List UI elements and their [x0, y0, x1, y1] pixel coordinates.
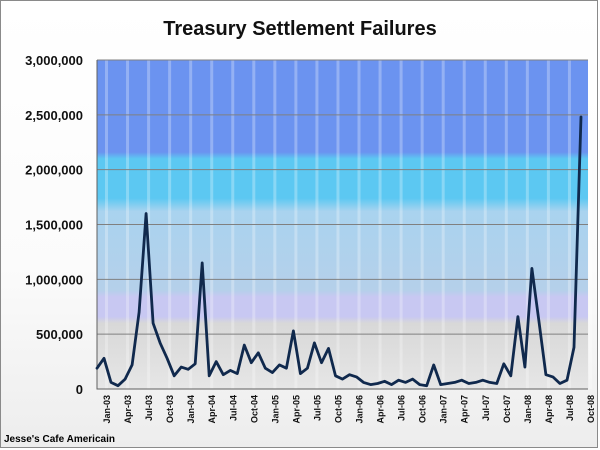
x-tick-label: Oct-04 — [249, 395, 259, 423]
y-axis: 0 500,000 1,000,000 1,500,000 2,000,000 2,500… — [25, 53, 83, 397]
series-line — [95, 115, 583, 388]
x-tick-label: Jan-05 — [270, 395, 280, 424]
x-tick-label: Oct-07 — [502, 395, 512, 423]
y-tick-label: 0 — [76, 382, 83, 397]
x-tick-label: Apr-08 — [544, 395, 554, 424]
vertical-band — [588, 60, 592, 389]
x-tick-label: Jan-08 — [523, 395, 533, 424]
y-tick-label: 2,000,000 — [25, 163, 83, 178]
x-axis: Jan-03 Apr-03 Jul-03 Oct-03 Jan-04 Apr-04 Jul-… — [102, 395, 596, 424]
x-tick-label: Apr-05 — [291, 395, 301, 424]
chart-credit: Jesse's Cafe Americain — [4, 434, 115, 445]
x-tick-label: Jul-07 — [481, 395, 491, 421]
axis-line — [96, 60, 588, 390]
x-tick-label: Apr-07 — [460, 395, 470, 424]
x-tick-label: Jul-05 — [312, 395, 322, 421]
x-tick-label: Jan-03 — [102, 395, 112, 424]
x-tick-label: Oct-08 — [586, 395, 596, 423]
x-tick-label: Jul-04 — [228, 395, 238, 421]
x-tick-label: Jan-06 — [355, 395, 365, 424]
y-tick-label: 500,000 — [36, 327, 83, 342]
y-tick-label: 1,000,000 — [25, 272, 83, 287]
x-tick-label: Jul-03 — [144, 395, 154, 421]
y-tick-label: 2,500,000 — [25, 108, 83, 123]
x-tick-label: Oct-03 — [165, 395, 175, 423]
x-tick-label: Oct-06 — [418, 395, 428, 423]
chart-title: Treasury Settlement Failures — [163, 18, 437, 40]
y-tick-label: 1,500,000 — [25, 218, 83, 233]
x-tick-label: Apr-04 — [207, 395, 217, 424]
x-tick-label: Jul-08 — [565, 395, 575, 421]
x-tick-label: Oct-05 — [333, 395, 343, 423]
x-tick-label: Apr-03 — [123, 395, 133, 424]
x-tick-label: Jan-04 — [186, 395, 196, 424]
gridlines — [96, 59, 588, 390]
x-tick-label: Apr-06 — [376, 395, 386, 424]
x-tick-label: Jul-06 — [397, 395, 407, 421]
x-tick-label: Jan-07 — [439, 395, 449, 424]
y-tick-label: 3,000,000 — [25, 53, 83, 68]
